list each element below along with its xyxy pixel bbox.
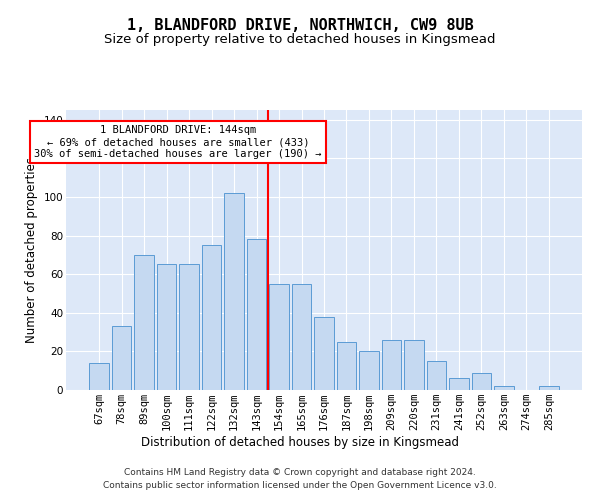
Text: Contains public sector information licensed under the Open Government Licence v3: Contains public sector information licen… (103, 482, 497, 490)
Bar (494, 386, 514, 390)
Bar (359, 352, 379, 390)
Bar (157, 264, 176, 390)
Bar (382, 340, 401, 390)
Bar (292, 284, 311, 390)
Bar (337, 342, 356, 390)
Bar (247, 240, 266, 390)
Bar (449, 378, 469, 390)
Bar (314, 316, 334, 390)
Bar (539, 386, 559, 390)
Bar (404, 340, 424, 390)
Text: 1, BLANDFORD DRIVE, NORTHWICH, CW9 8UB: 1, BLANDFORD DRIVE, NORTHWICH, CW9 8UB (127, 18, 473, 32)
Y-axis label: Number of detached properties: Number of detached properties (25, 157, 38, 343)
Bar (202, 245, 221, 390)
Bar (112, 326, 131, 390)
Bar (427, 361, 446, 390)
Bar (224, 193, 244, 390)
Bar (179, 264, 199, 390)
Text: 1 BLANDFORD DRIVE: 144sqm
← 69% of detached houses are smaller (433)
30% of semi: 1 BLANDFORD DRIVE: 144sqm ← 69% of detac… (34, 126, 322, 158)
Bar (89, 363, 109, 390)
Text: Size of property relative to detached houses in Kingsmead: Size of property relative to detached ho… (104, 32, 496, 46)
Text: Contains HM Land Registry data © Crown copyright and database right 2024.: Contains HM Land Registry data © Crown c… (124, 468, 476, 477)
Text: Distribution of detached houses by size in Kingsmead: Distribution of detached houses by size … (141, 436, 459, 449)
Bar (269, 284, 289, 390)
Bar (472, 372, 491, 390)
Bar (134, 255, 154, 390)
